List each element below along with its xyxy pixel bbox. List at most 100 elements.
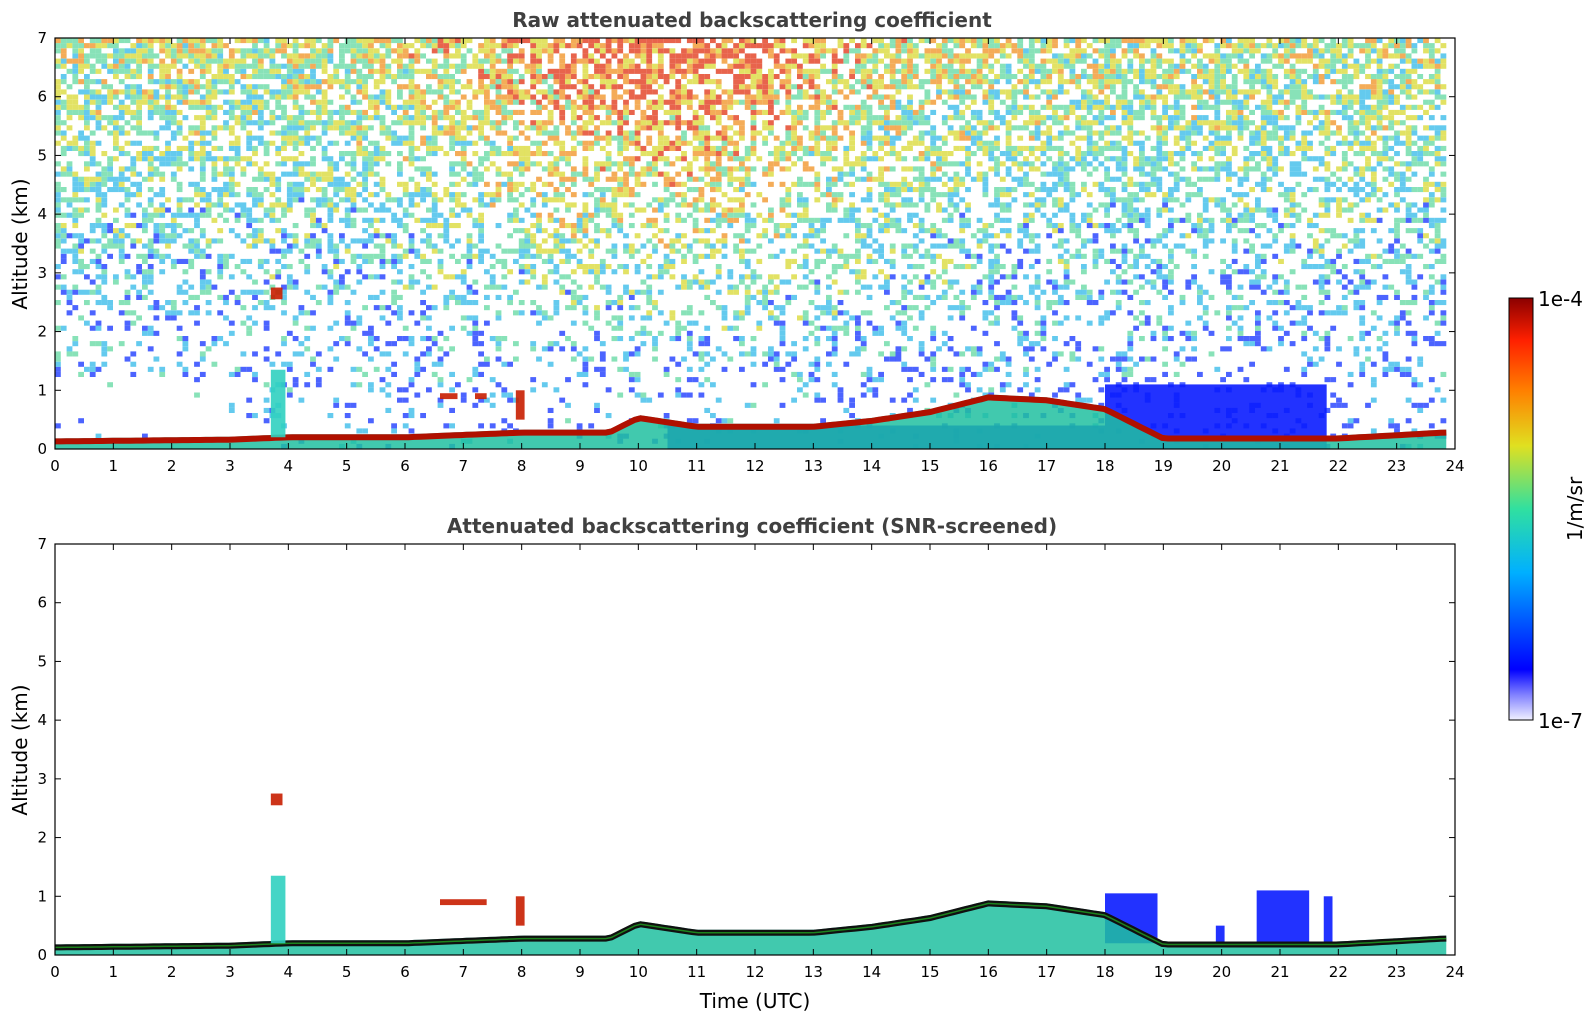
noise-cell [536, 151, 542, 157]
noise-cell [762, 99, 768, 105]
noise-cell [582, 264, 589, 270]
noise-cell [594, 38, 600, 44]
noise-cell [889, 187, 896, 193]
noise-cell [599, 228, 606, 234]
noise-cell [837, 166, 844, 172]
noise-cell [142, 258, 148, 264]
noise-cell [640, 397, 647, 403]
noise-cell [513, 68, 519, 74]
noise-cell [339, 181, 345, 187]
noise-cell [530, 300, 537, 306]
noise-cell [385, 89, 392, 95]
noise-cell [878, 104, 884, 110]
noise-cell [681, 89, 687, 95]
noise-cell [489, 392, 496, 398]
noise-cell [536, 320, 542, 326]
noise-cell [194, 115, 200, 121]
noise-cell [866, 43, 873, 49]
noise-cell [95, 43, 102, 49]
noise-cell [228, 187, 235, 193]
noise-cell [368, 192, 374, 198]
noise-cell [582, 228, 589, 234]
noise-cell [153, 192, 160, 198]
noise-cell [756, 320, 763, 326]
noise-cell [768, 125, 774, 131]
noise-cell [901, 38, 908, 44]
noise-cell [565, 156, 571, 162]
noise-cell [605, 74, 612, 80]
noise-cell [849, 181, 855, 187]
noise-cell [333, 176, 340, 182]
noise-cell [420, 192, 426, 198]
noise-cell [826, 325, 832, 331]
noise-cell [147, 58, 154, 64]
noise-cell [240, 53, 247, 59]
noise-cell [669, 38, 676, 44]
noise-cell [315, 79, 322, 85]
noise-cell [686, 79, 693, 85]
noise-cell [802, 274, 809, 280]
noise-cell [669, 161, 676, 167]
noise-cell [646, 74, 653, 80]
noise-cell [884, 356, 890, 362]
noise-cell [739, 279, 745, 285]
noise-cell [628, 94, 635, 100]
noise-cell [553, 269, 560, 275]
noise-cell [147, 53, 154, 59]
noise-cell [657, 207, 664, 213]
noise-cell [136, 181, 142, 187]
noise-cell [142, 212, 148, 218]
noise-cell [234, 58, 241, 64]
noise-cell [675, 79, 682, 85]
noise-cell [710, 253, 716, 259]
noise-cell [652, 171, 658, 177]
noise-cell [321, 264, 328, 270]
noise-cell [315, 48, 322, 54]
noise-cell [234, 48, 241, 54]
noise-cell [536, 145, 542, 151]
noise-cell [257, 84, 264, 90]
noise-cell [524, 94, 531, 100]
noise-cell [750, 99, 757, 105]
noise-cell [165, 68, 171, 74]
noise-cell [188, 68, 195, 74]
noise-cell [350, 63, 357, 69]
noise-cell [286, 284, 293, 290]
noise-cell [194, 217, 200, 223]
noise-cell [541, 151, 548, 157]
noise-cell [373, 253, 380, 259]
noise-cell [199, 104, 206, 110]
noise-cell [304, 176, 311, 182]
noise-cell [460, 53, 467, 59]
noise-cell [449, 53, 455, 59]
noise-cell [576, 125, 583, 131]
noise-cell [286, 53, 293, 59]
noise-cell [837, 397, 844, 403]
noise-cell [199, 53, 206, 59]
noise-cell [553, 43, 560, 49]
noise-cell [269, 94, 276, 100]
noise-cell [599, 161, 606, 167]
noise-cell [379, 94, 386, 100]
noise-cell [663, 228, 670, 234]
noise-cell [269, 202, 276, 208]
noise-cell [211, 341, 218, 347]
noise-cell [286, 279, 293, 285]
noise-cell [72, 43, 79, 49]
noise-cell [901, 58, 908, 64]
noise-cell [321, 89, 328, 95]
noise-cell [379, 130, 386, 136]
noise-cell [72, 53, 79, 59]
noise-cell [397, 135, 403, 141]
noise-cell [669, 145, 676, 151]
noise-cell [350, 68, 357, 74]
noise-cell [721, 212, 728, 218]
noise-cell [489, 202, 496, 208]
noise-cell [570, 253, 577, 259]
noise-cell [414, 192, 421, 198]
noise-cell [669, 243, 676, 249]
noise-cell [733, 48, 739, 54]
noise-cell [634, 53, 641, 59]
noise-cell [362, 258, 368, 264]
noise-cell [524, 187, 531, 193]
